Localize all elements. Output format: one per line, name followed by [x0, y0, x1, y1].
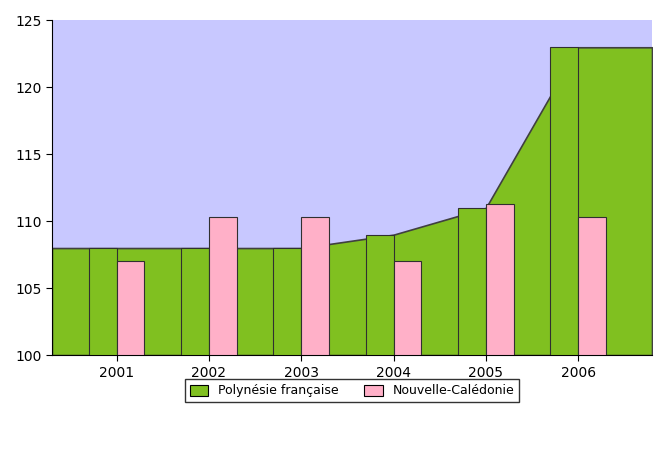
Bar	[458, 208, 486, 355]
Bar	[394, 262, 421, 355]
Bar	[550, 47, 578, 355]
Bar	[117, 262, 144, 355]
Bar	[89, 248, 117, 355]
Bar	[209, 217, 237, 355]
Bar	[273, 248, 301, 355]
Bar	[181, 248, 209, 355]
Bar	[301, 217, 329, 355]
Bar	[486, 204, 514, 355]
Legend: Polynésie française, Nouvelle-Calédonie: Polynésie française, Nouvelle-Calédonie	[185, 379, 520, 402]
Bar	[578, 217, 606, 355]
Bar	[366, 235, 394, 355]
